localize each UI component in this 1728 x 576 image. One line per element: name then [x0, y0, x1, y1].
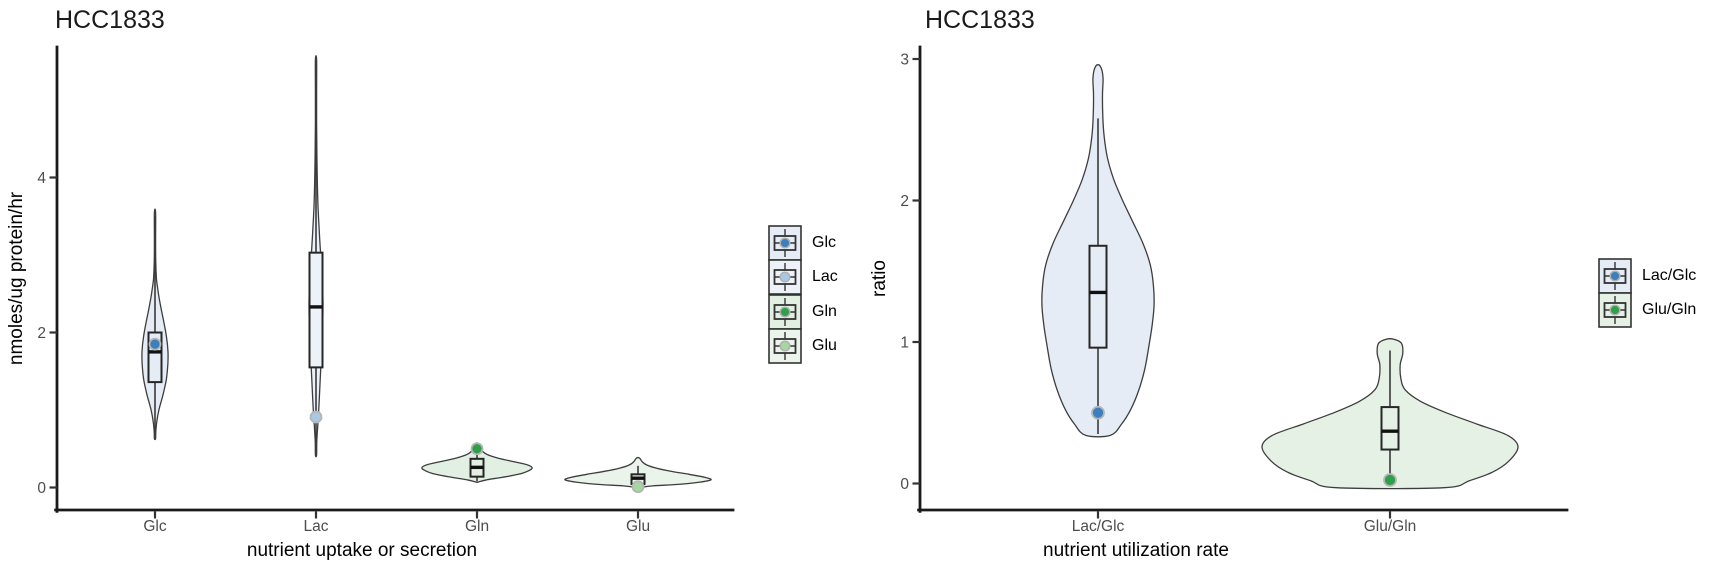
legend-item-lac-glc: Lac/Glc: [1598, 258, 1696, 294]
legend-item-lac: Lac: [768, 259, 838, 296]
y-tick-label: 3: [900, 52, 909, 69]
y-tick-label: 1: [900, 335, 909, 352]
legend-label: Lac: [812, 268, 838, 286]
boxplot-key-icon: [1598, 292, 1632, 329]
violin-plot-utilization-rate: HCC1833 ratio nutrient utilization rate 0 1 2…: [869, 6, 1569, 561]
x-tick-label: Lac: [304, 518, 329, 535]
y-tick-label: 2: [37, 325, 46, 342]
legend-item-gln: Gln: [768, 294, 838, 330]
legend-label: Gln: [812, 302, 837, 320]
y-tick-label: 4: [37, 170, 46, 187]
y-tick-label: 0: [37, 480, 46, 497]
legend-item-glc: Glc: [768, 225, 838, 261]
violin-plot-nutrient-uptake: HCC1833 nmoles/ug protein/hr nutrient upta…: [6, 6, 735, 561]
boxplot-key-icon: [768, 225, 802, 261]
x-tick-label: Glu: [626, 518, 650, 535]
legend-item-glu: Glu: [768, 328, 838, 365]
boxplot-key-icon: [1598, 258, 1632, 294]
x-tick-label: Glu/Gln: [1364, 518, 1417, 535]
boxplot-key-icon: [768, 294, 802, 330]
mean-dot-lac-glc: [1091, 405, 1105, 420]
panel-title: HCC1833: [925, 6, 1035, 34]
legend-nutrients: Glc Lac Gln Glu: [768, 225, 838, 365]
legend-label: Glu: [812, 337, 837, 355]
x-tick-label: Gln: [465, 518, 489, 535]
boxplot-key-icon: [768, 259, 802, 296]
boxplot-glu-gln: [1380, 406, 1400, 451]
mean-dot-lac: [309, 410, 323, 424]
legend-label: Glu/Gln: [1642, 301, 1697, 319]
legend-label: Glc: [812, 234, 836, 251]
boxplot-lac: [308, 251, 324, 369]
boxplot-lac-glc: [1088, 244, 1108, 349]
x-axis-title: nutrient utilization rate: [1043, 540, 1229, 561]
mean-dot-glc: [148, 337, 162, 351]
y-axis-title: ratio: [869, 260, 890, 297]
y-tick-label: 2: [900, 193, 909, 210]
y-tick-label: 0: [900, 476, 909, 493]
legend-item-glu-gln: Glu/Gln: [1598, 292, 1697, 329]
legend-ratios: Lac/Glc Glu/Gln: [1598, 258, 1697, 329]
mean-dot-gln: [470, 442, 484, 456]
mean-dot-glu: [631, 480, 645, 494]
mean-dot-glu-gln: [1383, 473, 1397, 487]
y-axis-title: nmoles/ug protein/hr: [6, 191, 27, 365]
panel-title: HCC1833: [55, 6, 165, 34]
x-tick-label: Glc: [143, 518, 167, 535]
legend-label: Lac/Glc: [1642, 267, 1697, 284]
x-tick-label: Lac/Glc: [1072, 518, 1125, 535]
x-axis-title: nutrient uptake or secretion: [247, 540, 477, 561]
boxplot-key-icon: [768, 328, 802, 365]
